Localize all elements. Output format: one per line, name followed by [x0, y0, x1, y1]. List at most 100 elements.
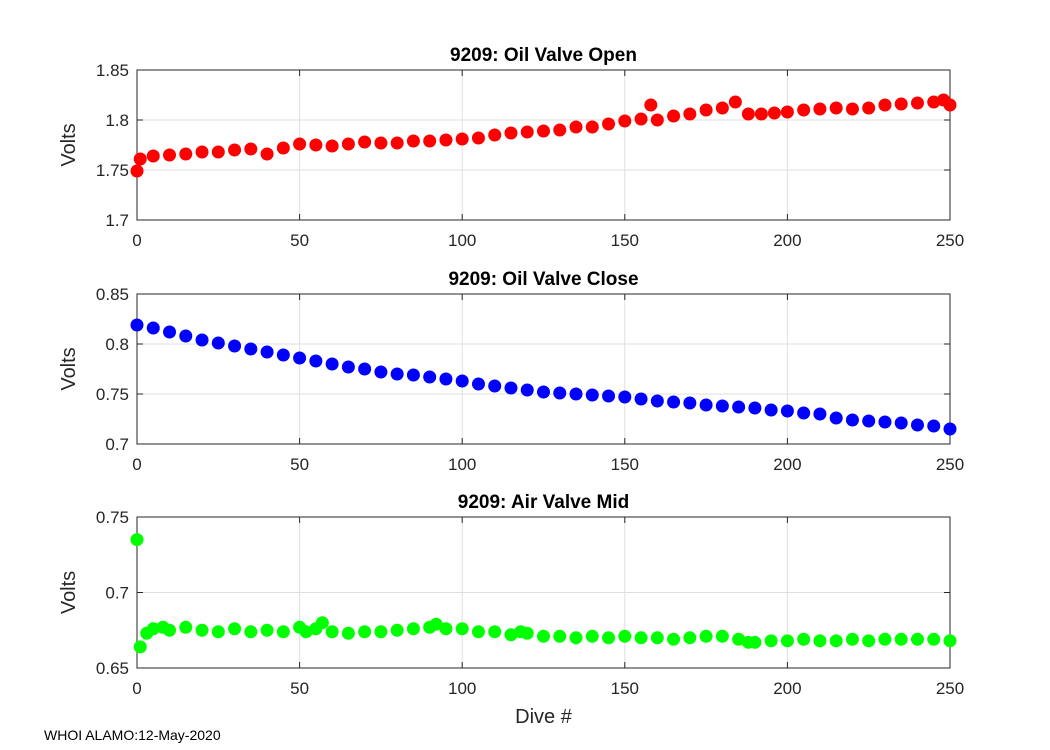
data-point [439, 372, 453, 386]
data-point [537, 124, 550, 138]
data-point [910, 632, 924, 646]
axes-box [136, 69, 951, 221]
data-point [634, 631, 648, 645]
x-tick-label: 100 [448, 231, 476, 250]
data-point [741, 107, 755, 121]
x-tick-label: 250 [936, 231, 964, 250]
data-point [748, 401, 762, 415]
x-tick-label: 100 [448, 455, 476, 474]
data-points [130, 533, 957, 654]
data-point [358, 625, 372, 639]
data-point [894, 632, 908, 646]
data-point [455, 132, 469, 146]
data-point [732, 632, 746, 646]
data-point [644, 98, 658, 112]
data-point [315, 616, 329, 630]
data-point [423, 134, 437, 148]
axes-box [136, 293, 951, 445]
data-point [732, 400, 746, 414]
data-point [146, 149, 160, 163]
data-point [569, 120, 583, 134]
data-point [780, 634, 794, 648]
data-point [504, 126, 518, 140]
y-tick-label: 0.7 [105, 584, 129, 603]
data-point [179, 147, 193, 161]
data-point [602, 631, 616, 645]
data-point [845, 632, 859, 646]
data-point [683, 396, 697, 410]
data-point [748, 635, 762, 649]
y-tick-label: 0.7 [105, 435, 129, 454]
data-point [878, 632, 892, 646]
data-point [309, 138, 323, 152]
data-point [634, 112, 648, 126]
footer-caption: WHOI ALAMO:12-May-2020 [44, 727, 221, 743]
data-point [195, 145, 209, 159]
data-point [764, 634, 778, 648]
data-point [878, 415, 892, 429]
data-point [455, 374, 469, 388]
data-points [130, 93, 957, 178]
y-tick-label: 0.65 [96, 659, 129, 678]
data-point [728, 95, 742, 109]
data-point [406, 134, 420, 148]
data-point [754, 107, 768, 121]
data-point [455, 622, 469, 636]
data-point [228, 339, 242, 353]
data-point [797, 103, 811, 117]
data-point [390, 623, 404, 637]
data-point [244, 625, 258, 639]
data-point [130, 318, 144, 332]
data-point [504, 628, 518, 642]
data-point [520, 626, 534, 640]
x-tick-label: 0 [132, 455, 141, 474]
data-point [618, 629, 632, 643]
y-tick-label: 0.75 [96, 508, 129, 527]
data-point [780, 404, 794, 418]
data-point [943, 422, 957, 436]
data-point [163, 623, 177, 637]
data-point [260, 147, 274, 161]
data-point [293, 137, 307, 151]
chart-3: 0 50 100 150 200 250 0.65 0.7 0.75 9209: Air Valv… [58, 492, 964, 728]
data-point [699, 398, 713, 412]
x-tick-label: 150 [611, 455, 639, 474]
data-point [358, 362, 372, 376]
chart-title: 9209: Air Valve Mid [458, 492, 629, 513]
data-point [927, 95, 941, 109]
data-point [325, 625, 339, 639]
data-point [390, 367, 404, 381]
data-point [667, 109, 681, 123]
data-point [764, 403, 778, 417]
data-point [471, 377, 485, 391]
data-point [797, 406, 811, 420]
y-tick-label: 1.8 [105, 111, 129, 130]
data-point [309, 354, 323, 368]
data-point [569, 631, 583, 645]
data-point [228, 622, 242, 636]
data-point [585, 629, 599, 643]
chart-title: 9209: Oil Valve Open [450, 45, 637, 66]
data-point [537, 629, 550, 643]
data-point [683, 631, 697, 645]
y-axis-label: Volts [58, 571, 80, 614]
data-point [228, 143, 242, 157]
data-point [260, 345, 274, 359]
data-point [195, 623, 209, 637]
data-point [715, 101, 729, 115]
data-point [927, 419, 941, 433]
data-point [276, 348, 290, 362]
x-tick-label: 150 [611, 679, 639, 698]
data-point [504, 381, 518, 395]
data-point [299, 625, 313, 639]
data-point [211, 625, 225, 639]
data-point [325, 139, 339, 153]
data-point [211, 145, 225, 159]
data-point [585, 120, 599, 134]
data-point [699, 629, 713, 643]
data-point [358, 135, 372, 149]
data-point [618, 390, 632, 404]
data-point [374, 365, 388, 379]
x-axis-label: Dive # [515, 706, 573, 728]
x-tick-label: 50 [290, 455, 309, 474]
